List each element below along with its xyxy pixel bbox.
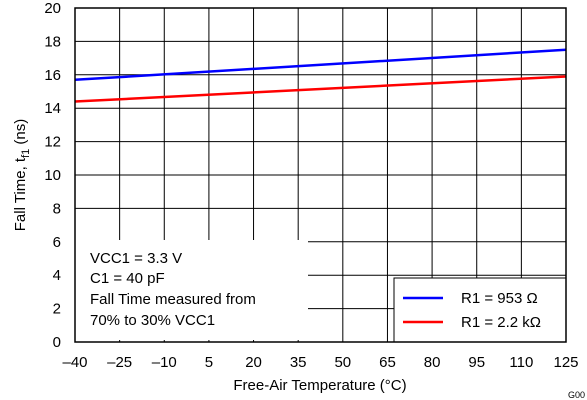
y-tick-label: 2 [53, 301, 61, 318]
x-tick-label: 50 [334, 354, 351, 371]
series-lines [74, 48, 567, 103]
annotation-line: C1 = 40 pF [90, 270, 165, 287]
x-tick-label: 35 [290, 354, 307, 371]
y-tick-labels: 0 2 4 6 8 10 12 14 16 18 20 [44, 0, 61, 351]
x-tick-label: 110 [509, 354, 533, 371]
legend-box [393, 277, 567, 343]
x-tick-label: 20 [245, 354, 262, 371]
annotation-line: 70% to 30% VCC1 [90, 312, 215, 329]
x-tick-label: –10 [152, 354, 177, 371]
y-tick-label: 10 [44, 167, 61, 184]
x-tick-label: –25 [107, 354, 132, 371]
x-tick-labels: –40 –25 –10 5 20 35 50 65 80 95 110 125 [62, 354, 578, 371]
y-tick-label: 8 [53, 200, 61, 217]
plot-frame [74, 7, 567, 343]
figure-id: G00 [568, 390, 585, 400]
legend-label-2-2-kohm: R1 = 2.2 kΩ [461, 314, 541, 331]
annotation-box [75, 240, 308, 340]
y-tick-label: 14 [44, 100, 61, 117]
y-tick-label: 18 [44, 33, 61, 50]
series-line-0 [74, 48, 567, 82]
y-tick-label: 12 [44, 134, 61, 151]
y-tick-label: 6 [53, 234, 61, 251]
annotation-line: VCC1 = 3.3 V [90, 250, 182, 267]
y-axis-title: Fall Time, tf1 (ns) [12, 119, 32, 232]
annotation-line: Fall Time measured from [90, 291, 256, 308]
y-tick-label: 4 [53, 267, 61, 284]
y-tick-label: 0 [53, 334, 61, 351]
x-tick-label: 80 [424, 354, 441, 371]
x-tick-label: 95 [468, 354, 485, 371]
x-tick-label: 125 [553, 354, 578, 371]
x-axis-title: Free-Air Temperature (°C) [233, 377, 406, 394]
y-tick-label: 20 [44, 0, 61, 17]
x-tick-label: 5 [205, 354, 213, 371]
y-tick-label: 16 [44, 67, 61, 84]
legend-label-953-ohm: R1 = 953 Ω [461, 290, 538, 307]
x-tick-label: –40 [62, 354, 87, 371]
x-tick-label: 65 [379, 354, 396, 371]
series-line-1 [74, 75, 567, 103]
